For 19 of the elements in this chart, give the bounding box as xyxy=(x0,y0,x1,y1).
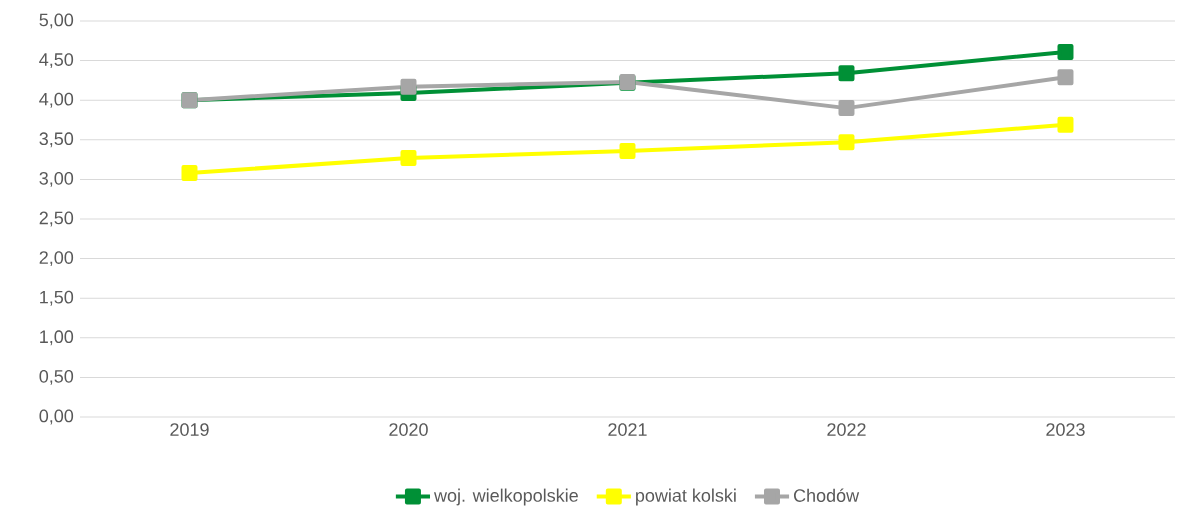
y-tick-label: 4,00 xyxy=(39,92,74,108)
y-tick-label: 0,50 xyxy=(39,369,74,385)
x-tick-label: 2020 xyxy=(389,422,428,436)
y-tick-label: 1,50 xyxy=(40,290,74,306)
y-tick-label: 2,00 xyxy=(39,250,74,266)
x-tick-label: 2023 xyxy=(1046,422,1085,436)
y-tick-label: 0,00 xyxy=(39,409,74,425)
y-tick-label: 3,00 xyxy=(39,171,74,187)
legend-label: powiat kolski xyxy=(636,488,736,506)
y-tick-label: 4,50 xyxy=(39,52,74,68)
x-tick-label: 2019 xyxy=(170,422,209,436)
y-tick-label: 5,00 xyxy=(39,13,74,29)
x-tick-label: 2021 xyxy=(608,422,647,436)
legend-label: woj. wielkopolskie xyxy=(433,488,578,506)
y-tick-label: 1,00 xyxy=(40,330,74,345)
y-tick-label: 3,50 xyxy=(39,132,74,147)
x-tick-label: 2022 xyxy=(827,422,866,436)
legend-label: Chodów xyxy=(793,488,860,502)
y-tick-label: 2,50 xyxy=(39,211,74,227)
